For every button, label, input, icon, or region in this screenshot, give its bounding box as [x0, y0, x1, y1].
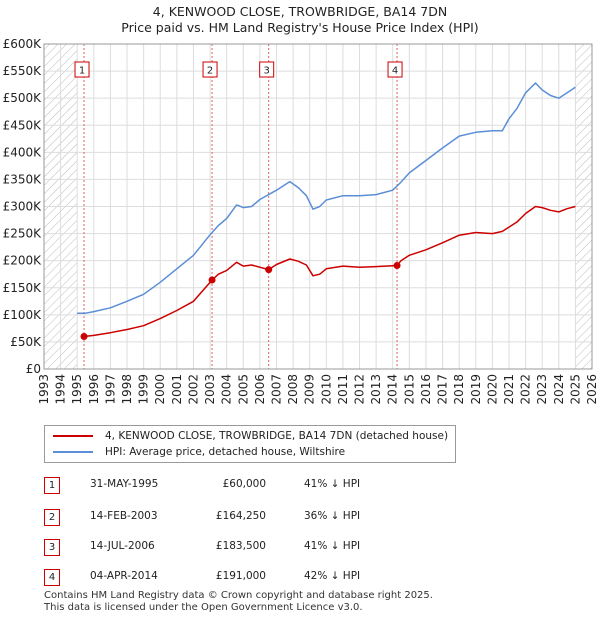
x-tick-label: 2000: [153, 374, 167, 405]
x-tick-label: 2006: [253, 374, 267, 405]
legend-label-hpi: HPI: Average price, detached house, Wilt…: [105, 446, 346, 458]
sale-number-badge: 2: [44, 509, 60, 526]
x-tick-label: 2015: [402, 374, 416, 405]
sale-hpi-diff: 36% ↓ HPI: [304, 510, 361, 522]
y-tick-label: £200K: [3, 254, 43, 268]
sale-price: £183,500: [215, 540, 266, 552]
x-tick-label: 2001: [170, 374, 184, 405]
legend-item-property: 4, KENWOOD CLOSE, TROWBRIDGE, BA14 7DN (…: [53, 428, 448, 444]
sale-point: [393, 262, 401, 270]
sale-number-box: [202, 61, 218, 78]
sale-number-badge: 3: [44, 539, 60, 556]
sale-row: 2 14-FEB-2003 £164,250 36% ↓ HPI: [44, 508, 444, 528]
x-tick-label: 1995: [70, 374, 84, 405]
y-tick-label: £400K: [3, 145, 43, 159]
x-tick-label: 2010: [319, 374, 333, 405]
sale-point: [80, 333, 88, 340]
y-tick-label: £250K: [3, 227, 43, 241]
x-tick-label: 2017: [436, 374, 450, 405]
sale-point: [265, 266, 273, 274]
sale-number-label: 4: [392, 66, 398, 77]
price-chart: £0 £50K £100K £150K £200K £250K £300K £350K £400…: [3, 37, 599, 405]
y-tick-label: £150K: [3, 281, 43, 295]
x-tick-label: 2023: [535, 374, 549, 405]
sale-row: 1 31-MAY-1995 £60,000 41% ↓ HPI: [44, 476, 444, 496]
x-tick-label: 1999: [137, 374, 151, 405]
x-tick-label: 2021: [502, 374, 516, 405]
y-tick-label: £0: [26, 362, 41, 376]
chart-subtitle: Price paid vs. HM Land Registry's House …: [121, 20, 479, 35]
sale-price: £191,000: [215, 570, 266, 582]
x-tick-label: 2003: [203, 374, 217, 405]
x-tick-label: 2012: [353, 374, 367, 405]
sale-number-badge: 1: [44, 477, 60, 494]
series-line-hpi: [77, 82, 576, 314]
sale-row: 3 14-JUL-2006 £183,500 41% ↓ HPI: [44, 538, 444, 558]
sale-point: [208, 276, 216, 284]
x-tick-label: 2007: [269, 374, 283, 405]
x-tick-label: 2016: [419, 374, 433, 405]
sale-number-label: 1: [79, 66, 85, 77]
x-tick-label: 2011: [336, 374, 350, 405]
x-tick-label: 1994: [54, 374, 68, 405]
chart-legend: 4, KENWOOD CLOSE, TROWBRIDGE, BA14 7DN (…: [44, 425, 456, 463]
y-tick-label: £50K: [10, 335, 42, 349]
legend-label-property: 4, KENWOOD CLOSE, TROWBRIDGE, BA14 7DN (…: [105, 430, 449, 442]
footer-licence: This data is licensed under the Open Gov…: [44, 602, 363, 613]
x-tick-label: 2004: [220, 374, 234, 405]
x-tick-label: 1997: [103, 374, 117, 405]
sale-price: £60,000: [222, 478, 266, 490]
y-tick-label: £100K: [3, 308, 43, 322]
x-tick-label: 1996: [87, 374, 101, 405]
sale-number-label: 2: [207, 66, 213, 77]
y-tick-label: £300K: [3, 200, 43, 214]
sale-hpi-diff: 42% ↓ HPI: [304, 570, 361, 582]
sale-number-badge: 4: [44, 569, 60, 586]
x-tick-label: 2002: [186, 374, 200, 405]
legend-item-hpi: HPI: Average price, detached house, Wilt…: [53, 444, 345, 460]
x-tick-label: 2024: [552, 374, 566, 405]
sale-row: 4 04-APR-2014 £191,000 42% ↓ HPI: [44, 568, 444, 588]
y-tick-label: £450K: [3, 118, 43, 132]
sale-hpi-diff: 41% ↓ HPI: [304, 478, 361, 490]
sale-date: 14-JUL-2006: [90, 540, 155, 552]
footer-copyright: Contains HM Land Registry data © Crown c…: [44, 590, 433, 601]
sale-date: 04-APR-2014: [90, 570, 158, 582]
x-tick-label: 2009: [303, 374, 317, 405]
sale-number-box: [74, 61, 90, 78]
sale-number-label: 3: [263, 66, 269, 77]
x-tick-label: 1993: [37, 374, 51, 405]
chart-title: 4, KENWOOD CLOSE, TROWBRIDGE, BA14 7DN: [152, 4, 448, 19]
x-tick-label: 2020: [485, 374, 499, 405]
y-tick-label: £500K: [3, 91, 43, 105]
sale-number-box: [259, 61, 275, 78]
sale-price: £164,250: [215, 510, 266, 522]
x-tick-label: 2025: [568, 374, 582, 405]
x-tick-label: 2005: [236, 374, 250, 405]
sale-number-box: [387, 61, 403, 78]
sale-date: 14-FEB-2003: [90, 510, 158, 522]
sale-hpi-diff: 41% ↓ HPI: [304, 540, 361, 552]
sale-date: 31-MAY-1995: [90, 478, 159, 490]
y-tick-label: £350K: [3, 172, 43, 186]
x-tick-label: 2022: [519, 374, 533, 405]
x-tick-label: 2008: [286, 374, 300, 405]
y-tick-label: £600K: [3, 37, 43, 51]
x-tick-label: 2013: [369, 374, 383, 405]
x-tick-label: 2014: [386, 374, 400, 405]
x-tick-label: 1998: [120, 374, 134, 405]
plot-frame: [43, 43, 593, 370]
legend-swatch-red: [53, 435, 93, 437]
y-tick-label: £550K: [3, 64, 43, 78]
x-tick-label: 2018: [452, 374, 466, 405]
x-tick-label: 2019: [469, 374, 483, 405]
x-tick-label: 2026: [585, 374, 599, 405]
legend-swatch-blue: [53, 451, 93, 453]
series-line-property: [83, 205, 576, 338]
